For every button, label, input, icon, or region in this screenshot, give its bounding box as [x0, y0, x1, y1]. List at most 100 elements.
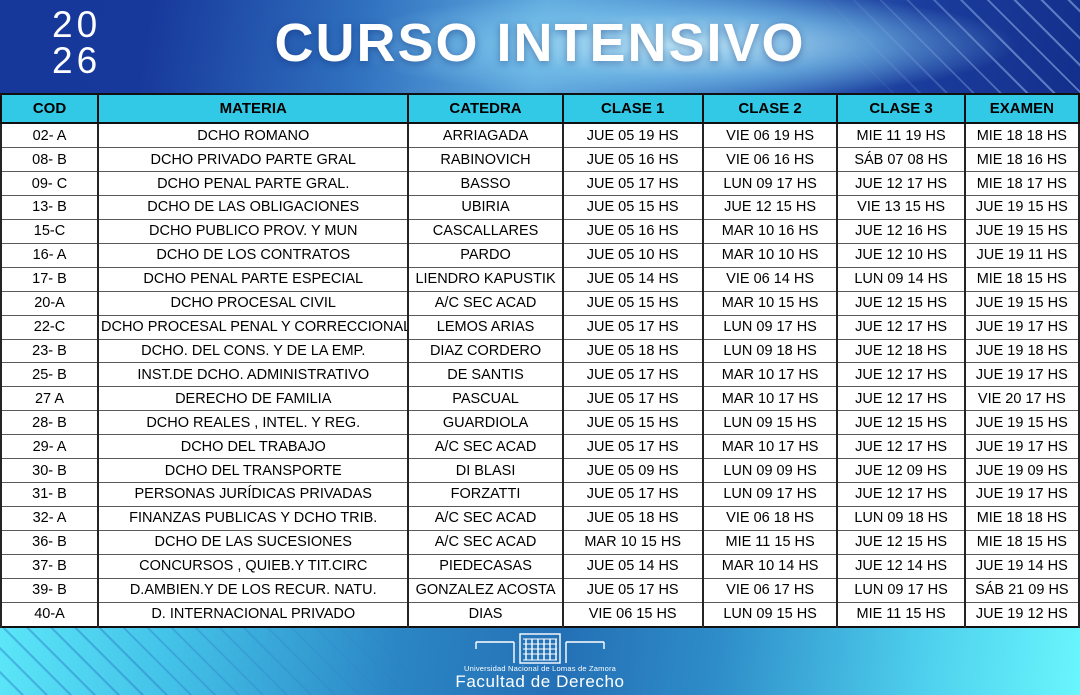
cell-clase-2: LUN 09 18 HS — [701, 338, 839, 364]
cell-clase-1: JUE 05 15 HS — [561, 290, 704, 316]
cell-clase-3: VIE 13 15 HS — [836, 194, 966, 220]
cell-examen: VIE 20 17 HS — [963, 386, 1080, 412]
table-row: 28- B DCHO REALES , INTEL. Y REG. GUARDIOL… — [0, 410, 1080, 436]
cell-catedra: LEMOS ARIAS — [407, 314, 564, 340]
cell-materia: DCHO DEL TRANSPORTE — [97, 458, 410, 484]
cell-examen: MIE 18 17 HS — [963, 171, 1080, 196]
cell-clase-3: JUE 12 17 HS — [836, 434, 966, 460]
cell-clase-3: JUE 12 14 HS — [836, 553, 966, 579]
cell-cod: 22-C — [0, 314, 100, 340]
cell-examen: SÁB 21 09 HS — [963, 577, 1080, 603]
university-name: Universidad Nacional de Lomas de Zamora — [463, 664, 617, 674]
cell-materia: DCHO PENAL PARTE GRAL. — [97, 171, 410, 196]
cell-examen: JUE 19 11 HS — [963, 242, 1080, 268]
table-row: 08- B DCHO PRIVADO PARTE GRAL RABINOVICH JU… — [0, 147, 1080, 173]
faculty-logo: Universidad Nacional de Lomas de Zamora … — [455, 632, 624, 691]
table-row: 27 A DERECHO DE FAMILIA PASCUAL JUE 05 17 H… — [0, 386, 1080, 412]
cell-clase-3: JUE 12 15 HS — [836, 290, 966, 316]
cell-cod: 08- B — [0, 147, 100, 173]
cell-clase-1: JUE 05 17 HS — [561, 434, 704, 460]
cell-catedra: GUARDIOLA — [407, 410, 564, 436]
cell-clase-3: JUE 12 17 HS — [836, 362, 966, 388]
cell-clase-2: MAR 10 17 HS — [701, 434, 839, 460]
cell-clase-2: MAR 10 14 HS — [701, 553, 839, 579]
cell-examen: JUE 19 15 HS — [963, 410, 1080, 436]
cell-examen: MIE 18 15 HS — [963, 266, 1080, 292]
column-header: CATEDRA — [407, 93, 564, 124]
cell-clase-1: JUE 05 17 HS — [561, 171, 704, 196]
cell-examen: JUE 19 17 HS — [963, 362, 1080, 388]
cell-cod: 09- C — [0, 171, 100, 196]
table-row: 20-A DCHO PROCESAL CIVIL A/C SEC ACAD JUE 0… — [0, 290, 1080, 316]
cell-materia: DCHO DEL TRABAJO — [97, 434, 410, 460]
column-header: CLASE 3 — [836, 93, 966, 124]
cell-materia: DCHO REALES , INTEL. Y REG. — [97, 410, 410, 436]
cell-clase-3: JUE 12 10 HS — [836, 242, 966, 268]
cell-clase-2: LUN 09 17 HS — [701, 314, 839, 340]
cell-catedra: A/C SEC ACAD — [407, 505, 564, 531]
cell-examen: MIE 18 18 HS — [963, 505, 1080, 531]
cell-catedra: DI BLASI — [407, 458, 564, 484]
cell-clase-2: VIE 06 19 HS — [701, 122, 839, 149]
cell-materia: DCHO DE LOS CONTRATOS — [97, 242, 410, 268]
table-row: 15-C DCHO PUBLICO PROV. Y MUN CASCALLARES J… — [0, 218, 1080, 244]
cell-examen: JUE 19 15 HS — [963, 218, 1080, 244]
cell-catedra: DIAS — [407, 601, 564, 628]
cell-clase-1: JUE 05 18 HS — [561, 338, 704, 364]
year-top: 20 — [52, 4, 102, 45]
table-row: 39- B D.AMBIEN.Y DE LOS RECUR. NATU. GONZA… — [0, 577, 1080, 603]
cell-clase-3: JUE 12 17 HS — [836, 482, 966, 507]
cell-clase-2: LUN 09 17 HS — [701, 482, 839, 507]
table-row: 17- B DCHO PENAL PARTE ESPECIAL LIENDRO KA… — [0, 266, 1080, 292]
cell-clase-1: JUE 05 17 HS — [561, 482, 704, 507]
cell-clase-3: JUE 12 16 HS — [836, 218, 966, 244]
cell-materia: DCHO DE LAS SUCESIONES — [97, 529, 410, 555]
column-header: CLASE 2 — [701, 93, 839, 124]
table-row: 16- A DCHO DE LOS CONTRATOS PARDO JUE 05 10… — [0, 242, 1080, 268]
cell-catedra: UBIRIA — [407, 194, 564, 220]
cell-cod: 28- B — [0, 410, 100, 436]
cell-examen: JUE 19 17 HS — [963, 314, 1080, 340]
cell-materia: DCHO PROCESAL CIVIL — [97, 290, 410, 316]
column-header: COD — [0, 93, 100, 124]
cell-materia: D. INTERNACIONAL PRIVADO — [97, 601, 410, 628]
cell-catedra: LIENDRO KAPUSTIK — [407, 266, 564, 292]
cell-clase-2: MAR 10 16 HS — [701, 218, 839, 244]
cell-materia: INST.DE DCHO. ADMINISTRATIVO — [97, 362, 410, 388]
table-row: 02- A DCHO ROMANO ARRIAGADA JUE 05 19 HS VIE… — [0, 122, 1080, 149]
cell-cod: 16- A — [0, 242, 100, 268]
cell-clase-3: LUN 09 18 HS — [836, 505, 966, 531]
cell-clase-2: MAR 10 17 HS — [701, 386, 839, 412]
cell-clase-2: MAR 10 10 HS — [701, 242, 839, 268]
cell-catedra: PASCUAL — [407, 386, 564, 412]
diagonal-lines-decoration — [0, 628, 470, 695]
cell-cod: 29- A — [0, 434, 100, 460]
cell-cod: 27 A — [0, 386, 100, 412]
cell-clase-1: JUE 05 19 HS — [561, 122, 704, 149]
column-header: EXAMEN — [963, 93, 1080, 124]
cell-cod: 13- B — [0, 194, 100, 220]
cell-materia: DERECHO DE FAMILIA — [97, 386, 410, 412]
cell-clase-1: JUE 05 14 HS — [561, 553, 704, 579]
cell-clase-2: VIE 06 17 HS — [701, 577, 839, 603]
cell-materia: DCHO ROMANO — [97, 122, 410, 149]
cell-clase-1: JUE 05 17 HS — [561, 577, 704, 603]
cell-clase-1: JUE 05 18 HS — [561, 505, 704, 531]
cell-clase-3: JUE 12 09 HS — [836, 458, 966, 484]
table-row: 30- B DCHO DEL TRANSPORTE DI BLASI JUE 05 0… — [0, 458, 1080, 484]
cell-examen: JUE 19 12 HS — [963, 601, 1080, 628]
cell-clase-2: MAR 10 17 HS — [701, 362, 839, 388]
cell-catedra: A/C SEC ACAD — [407, 290, 564, 316]
cell-clase-1: JUE 05 16 HS — [561, 218, 704, 244]
table-row: 31- B PERSONAS JURÍDICAS PRIVADAS FORZATTI… — [0, 482, 1080, 507]
column-header: CLASE 1 — [561, 93, 704, 124]
table-row: 23- B DCHO. DEL CONS. Y DE LA EMP. DIAZ CO… — [0, 338, 1080, 364]
cell-cod: 17- B — [0, 266, 100, 292]
cell-catedra: GONZALEZ ACOSTA — [407, 577, 564, 603]
cell-materia: PERSONAS JURÍDICAS PRIVADAS — [97, 482, 410, 507]
cell-clase-1: JUE 05 17 HS — [561, 362, 704, 388]
cell-clase-1: JUE 05 09 HS — [561, 458, 704, 484]
cell-materia: DCHO. DEL CONS. Y DE LA EMP. — [97, 338, 410, 364]
cell-cod: 23- B — [0, 338, 100, 364]
cell-materia: D.AMBIEN.Y DE LOS RECUR. NATU. — [97, 577, 410, 603]
